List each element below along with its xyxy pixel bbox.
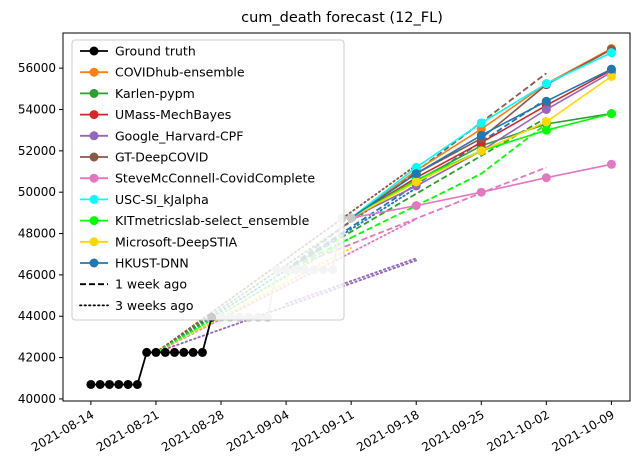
legend-item-hkust-dnn: HKUST-DNN	[80, 256, 189, 271]
legend: Ground truth COVIDhub-ensemble Karlen-pypm…	[71, 39, 345, 321]
legend-item-1-week-ago: 1 week ago	[80, 277, 187, 292]
legend-item-stevemcconnell-covidcomplete: SteveMcConnell-CovidComplete	[80, 171, 315, 186]
legend-swatch-marker	[89, 46, 99, 56]
legend-swatch-marker	[89, 152, 99, 162]
legend-swatch-marker	[89, 88, 99, 98]
ground-truth-point	[160, 347, 170, 357]
forecast-point-stevemcconnell-covidcomplete-1	[411, 201, 421, 211]
legend-item-kitmetricslab-select-ensemble: KITmetricslab-select_ensemble	[80, 213, 310, 228]
three-weeks-ago-line-0	[155, 259, 418, 354]
legend-label: Karlen-pypm	[115, 86, 195, 101]
forecast-point-hkust-dnn-3	[541, 96, 551, 106]
legend-item-microsoft-deepstia: Microsoft-DeepSTIA	[80, 234, 238, 249]
x-tick-label: 2021-09-18	[354, 407, 421, 454]
ground-truth-point	[197, 347, 207, 357]
forecast-point-microsoft-deepstia-2	[476, 146, 486, 156]
legend-swatch-marker	[89, 110, 99, 120]
y-tick-label: 54000	[18, 102, 56, 116]
legend-item-umass-mechbayes: UMass-MechBayes	[80, 107, 231, 122]
legend-label: USC-SI_kJalpha	[115, 192, 209, 207]
legend-item-google-harvard-cpf: Google_Harvard-CPF	[80, 128, 243, 143]
x-tick-label: 2021-10-02	[484, 407, 551, 454]
legend-label: HKUST-DNN	[115, 256, 189, 271]
forecast-point-hkust-dnn-2	[476, 130, 486, 140]
forecast-point-usc-si-kjalpha-3	[541, 79, 551, 89]
forecast-point-stevemcconnell-covidcomplete-4	[606, 159, 616, 169]
y-tick-label: 48000	[18, 227, 56, 241]
legend-label: GT-DeepCOVID	[115, 150, 208, 165]
x-tick-label: 2021-08-21	[94, 407, 161, 454]
legend-label: Microsoft-DeepSTIA	[115, 234, 238, 249]
legend-label: UMass-MechBayes	[115, 107, 231, 122]
x-tick-label: 2021-09-11	[289, 407, 356, 454]
one-week-ago-line-2	[285, 123, 547, 271]
legend-swatch-marker	[89, 237, 99, 247]
forecast-point-kitmetricslab-select-ensemble-3	[541, 125, 551, 135]
legend-item-3-weeks-ago: 3 weeks ago	[79, 298, 194, 313]
forecast-point-kitmetricslab-select-ensemble-4	[606, 109, 616, 119]
ground-truth-point	[114, 379, 124, 389]
ground-truth-point	[104, 379, 114, 389]
forecast-point-hkust-dnn-4	[606, 64, 616, 74]
legend-label: COVIDhub-ensemble	[115, 65, 245, 80]
forecast-point-microsoft-deepstia-4	[606, 71, 616, 81]
ground-truth-point	[151, 347, 161, 357]
chart-title: cum_death forecast (12_FL)	[241, 10, 443, 26]
y-tick-label: 50000	[18, 185, 56, 199]
forecast-point-usc-si-kjalpha-2	[476, 118, 486, 128]
legend-swatch-marker	[89, 131, 99, 141]
x-tick-label: 2021-08-28	[159, 407, 226, 454]
legend-label: Ground truth	[115, 44, 196, 59]
legend-swatch-marker	[89, 216, 99, 226]
legend-box	[71, 39, 345, 321]
forecast-point-microsoft-deepstia-3	[541, 117, 551, 127]
legend-item-covidhub-ensemble: COVIDhub-ensemble	[80, 65, 245, 80]
legend-label: SteveMcConnell-CovidComplete	[115, 171, 315, 186]
x-tick-label: 2021-10-09	[550, 407, 617, 454]
y-tick-label: 42000	[18, 351, 56, 365]
legend-swatch-marker	[89, 173, 99, 183]
legend-item-usc-si-kjalpha: USC-SI_kJalpha	[80, 192, 209, 207]
legend-label: 3 weeks ago	[115, 298, 194, 313]
ground-truth-point	[123, 379, 133, 389]
ground-truth-point	[179, 347, 189, 357]
ground-truth-point	[132, 379, 142, 389]
legend-swatch-marker	[89, 67, 99, 77]
ground-truth-point	[142, 347, 152, 357]
x-tick-label: 2021-09-25	[419, 407, 486, 454]
y-tick-label: 52000	[18, 144, 56, 158]
forecast-point-covidhub-ensemble-2	[476, 124, 486, 134]
legend-swatch-marker	[89, 194, 99, 204]
legend-item-gt-deepcovid: GT-DeepCOVID	[80, 150, 208, 165]
three-weeks-ago-line-4	[155, 164, 418, 354]
y-tick-label: 56000	[18, 61, 56, 75]
ground-truth-point	[188, 347, 198, 357]
y-tick-label: 46000	[18, 268, 56, 282]
forecast-point-stevemcconnell-covidcomplete-2	[476, 187, 486, 197]
legend-label: 1 week ago	[115, 277, 187, 292]
legend-label: KITmetricslab-select_ensemble	[115, 213, 310, 228]
x-tick-label: 2021-08-14	[29, 407, 96, 454]
forecast-point-stevemcconnell-covidcomplete-3	[541, 173, 551, 183]
y-tick-label: 44000	[18, 309, 56, 323]
forecast-point-hkust-dnn-1	[411, 169, 421, 179]
forecast-point-microsoft-deepstia-1	[411, 177, 421, 187]
forecast-point-usc-si-kjalpha-4	[606, 48, 616, 58]
ground-truth-point	[86, 379, 96, 389]
forecast-point-google-harvard-cpf-3	[541, 104, 551, 114]
ground-truth-point	[95, 379, 105, 389]
legend-label: Google_Harvard-CPF	[115, 128, 243, 143]
ground-truth-point	[170, 347, 180, 357]
legend-swatch-marker	[89, 258, 99, 268]
legend-item-karlen-pypm: Karlen-pypm	[80, 86, 195, 101]
legend-item-ground-truth: Ground truth	[80, 44, 196, 59]
ground-truth-point	[346, 213, 356, 223]
y-tick-label: 40000	[18, 392, 56, 406]
plot-frame	[62, 32, 631, 402]
forecast-point-usc-si-kjalpha-1	[411, 162, 421, 172]
x-tick-label: 2021-09-04	[224, 407, 291, 454]
